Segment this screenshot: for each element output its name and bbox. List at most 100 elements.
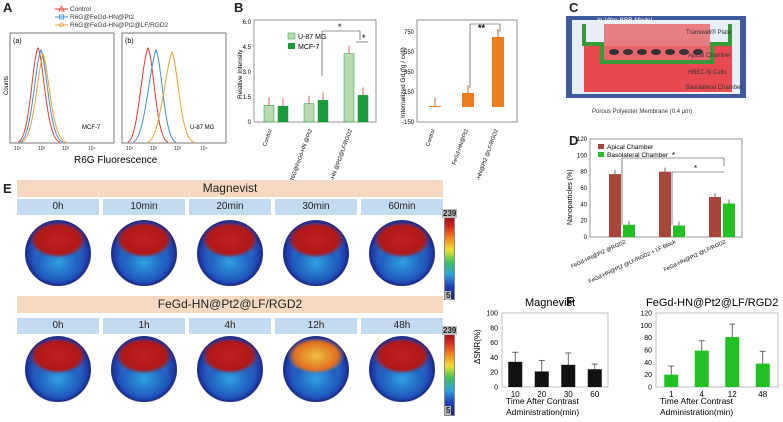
f-ytick: 40 (644, 360, 652, 367)
b-left-bar (303, 103, 315, 123)
c-label-apical: Apical Chamber (688, 53, 731, 59)
c-label-membrane: Porous Polyester Membrane (0.4 μm) (592, 109, 692, 115)
d-legend: Apical Chamber Basolateral Chamber (598, 144, 669, 159)
panel-label-d: D (569, 133, 579, 148)
f-left-xlabel-2: Administration(min) (506, 407, 579, 417)
d-ytick: 40 (580, 202, 587, 208)
c-label-hbec: HBEC-5i Cells (688, 70, 726, 76)
b-right-ytick: 550 (404, 50, 415, 56)
d-ytick: 0 (584, 235, 588, 241)
b-right-stars: ** (478, 23, 486, 33)
panel-label-c: C (569, 0, 579, 15)
f-ytick: 20 (490, 370, 498, 377)
chart-b-right: Internalized Gd (fg / cell) -150 150 350 55… (400, 19, 518, 180)
svg-text:10²: 10² (150, 146, 158, 152)
c-label-plate: Transwell® Plate (686, 29, 732, 36)
f-category: 1 (669, 390, 674, 399)
f-bar (694, 350, 709, 387)
e-time-label: 48h (361, 318, 443, 334)
f-plot-frame (655, 312, 779, 388)
colorbar-1-min: 5 (445, 291, 452, 300)
b-left-category: Control (262, 129, 274, 148)
c-label-basolateral: Basolateral Chamber (686, 85, 742, 91)
b-left-ylabel: Relative Intensity (237, 49, 244, 99)
colorbar-2-min: 5 (445, 406, 452, 415)
panel-d-chart: Nanoparticles (%) 0 20 40 60 80 100 120 Apical… (567, 137, 743, 285)
colorbar-2-max: 239 (442, 326, 458, 335)
b-right-category: FeGd-HN@Pt2 (451, 129, 469, 166)
mri-brain-slice (369, 220, 435, 286)
plot-a-frame (9, 32, 115, 144)
b-right-bar (462, 93, 474, 107)
e-time-label: 0h (17, 318, 99, 334)
f-bar (561, 364, 576, 387)
d-star-2: * (694, 164, 697, 173)
b-right-bar (429, 106, 441, 107)
d-bar (623, 224, 635, 237)
b-left-legend-mcf7: MCF-7 (298, 44, 319, 51)
legend-control: Control (70, 6, 92, 13)
b-right-category: FeGd-HN@Pt2 @LF/RGD2 (471, 129, 500, 180)
b-left-ytick: 6.0 (243, 20, 252, 26)
mri-brain-slice (25, 220, 91, 286)
d-bar (609, 174, 621, 237)
b-left-category: R6G@FeGd-HN @Pt2 (289, 129, 314, 180)
curve-a-control (17, 46, 61, 143)
e-group2-header: FeGd-HN@Pt2@LF/RGD2 (17, 296, 443, 313)
d-ytick: 100 (577, 153, 588, 159)
mri-brain-slice (111, 336, 177, 402)
svg-text:10¹: 10¹ (14, 146, 22, 152)
f-left-xlabel-1: Time After Contrast (506, 396, 580, 406)
d-ytick: 80 (580, 170, 587, 176)
svg-text:10³: 10³ (174, 146, 182, 152)
f-ytick: 100 (486, 311, 498, 318)
curve-a-pt2 (19, 48, 64, 143)
panel-c-bbb-model: In Vitro BBB Model Transwell® Plate Apic… (566, 16, 746, 115)
legend-pt2: R6G@FeGd-HN@Pt2 (70, 14, 135, 21)
chart-b-left: Relative Intensity 0 1.5 3.0 4.5 6.0 U-87 MG… (237, 19, 377, 180)
mri-brain-slice (369, 336, 435, 402)
f-plot-frame (501, 312, 609, 388)
xlabel-r6g: R6G Fluorescence (74, 155, 158, 166)
f-ytick: 60 (644, 348, 652, 355)
f-ytick: 40 (490, 355, 498, 362)
mri-brain-slice (25, 336, 91, 402)
e-time-label: 1h (103, 318, 185, 334)
f-category: 10 (511, 390, 520, 399)
e-time-label: 4h (189, 318, 271, 334)
f-ytick: 20 (644, 372, 652, 379)
d-ytick: 20 (580, 219, 587, 225)
panel-b-charts: Relative Intensity 0 1.5 3.0 4.5 6.0 U-87 MG… (237, 19, 518, 180)
f-category: 4 (700, 390, 705, 399)
mri-brain-slice (197, 336, 263, 402)
svg-text:10³: 10³ (62, 146, 70, 152)
svg-text:10²: 10² (38, 146, 46, 152)
f-category: 20 (537, 390, 546, 399)
ylabel-counts: Counts (4, 76, 10, 95)
legend-lf-rgd: R6G@FeGd-HN@Pt2@LF/RGD2 (70, 22, 169, 29)
panel-label-e: E (3, 181, 12, 196)
svg-text:10⁴: 10⁴ (88, 146, 96, 152)
colorbar-2 (444, 328, 455, 416)
f-category: 12 (728, 390, 737, 399)
b-left-bar (317, 100, 329, 123)
f-bar (587, 369, 602, 387)
f-ytick: 0 (494, 385, 498, 392)
plot-b-frame (121, 32, 227, 144)
b-right-ytick: 750 (404, 30, 415, 36)
hbec-cells (609, 49, 703, 55)
panel-label-f: F (566, 294, 574, 309)
curve-b-lf (147, 50, 195, 143)
b-left-category: R6G@FeGd-HN @Pt2@LF/RGD2 (319, 129, 354, 180)
f-ytick: 80 (490, 325, 498, 332)
e-time-label: 12h (275, 318, 357, 334)
b-right-ytick: -150 (402, 120, 415, 126)
curve-b-pt2 (132, 48, 177, 143)
e-time-label: 0h (17, 199, 99, 215)
f-bar (508, 361, 523, 387)
f-bar (755, 363, 770, 387)
f-bar (534, 371, 549, 387)
d-category: FeGd-HN@Pt2 @LF/RGD2 + LF Block (588, 239, 677, 285)
b-right-category: Control (425, 129, 437, 148)
d-ylabel: Nanoparticles (%) (567, 169, 574, 225)
